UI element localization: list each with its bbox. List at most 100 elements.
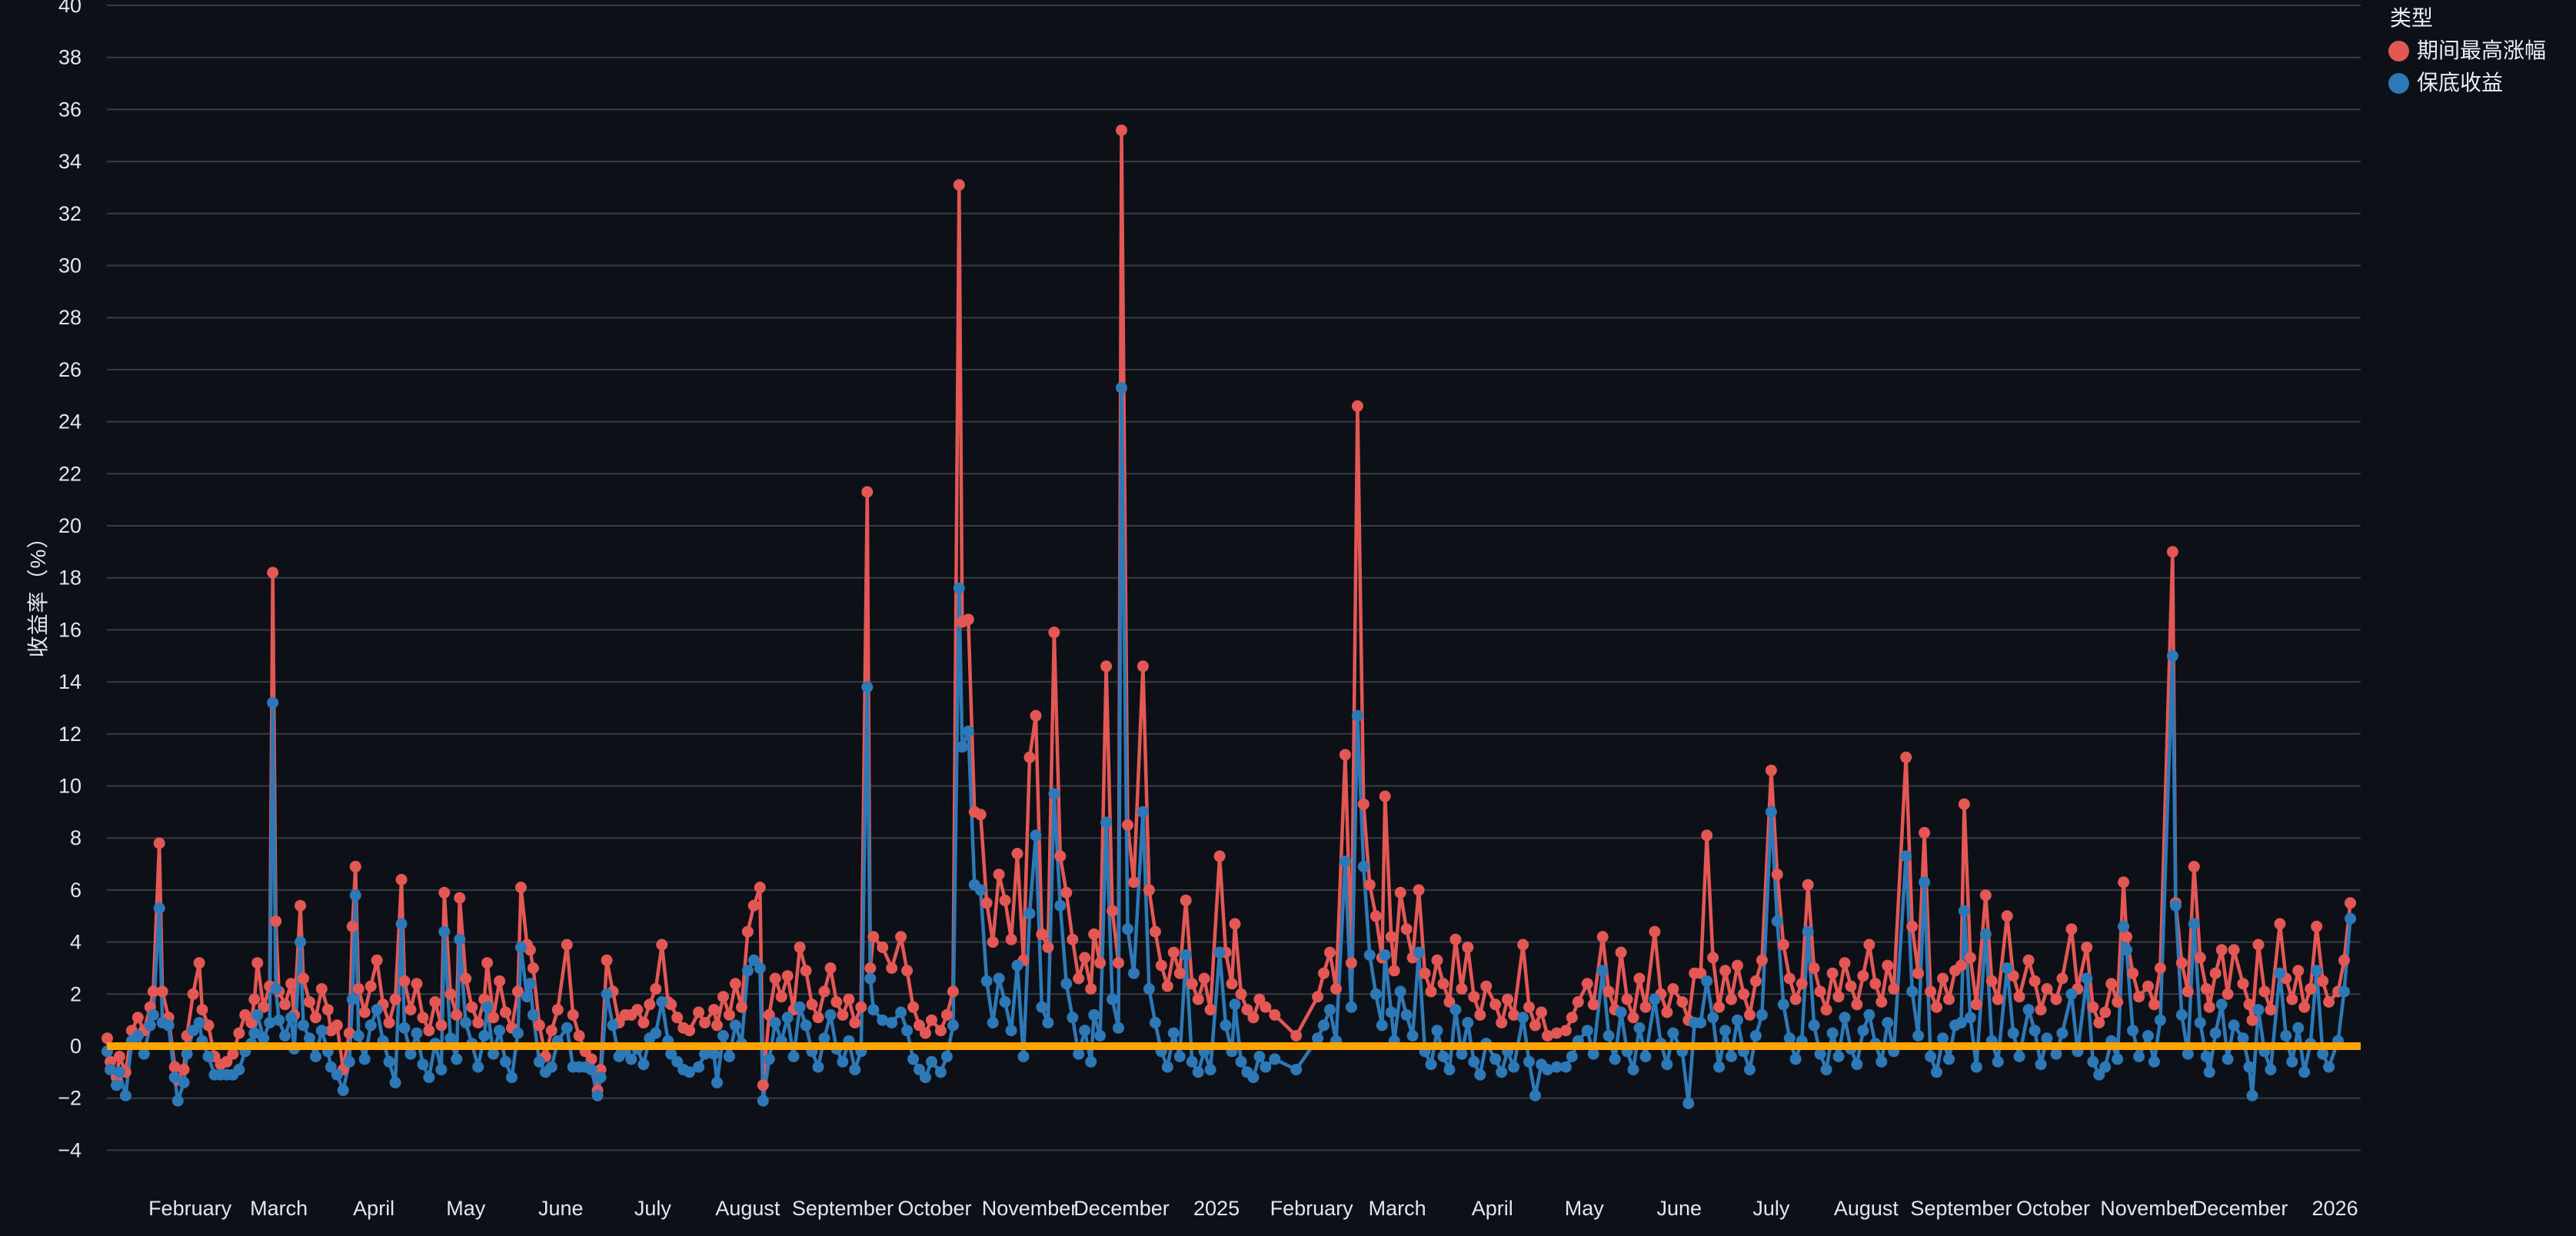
series-point-floor-return[interactable] [178,1076,190,1088]
series-point-max-gain[interactable] [2022,954,2035,966]
series-point-max-gain[interactable] [1241,1004,1253,1016]
series-point-floor-return[interactable] [1820,1064,1832,1075]
series-point-floor-return[interactable] [113,1066,125,1078]
series-point-floor-return[interactable] [1370,988,1382,1000]
series-point-floor-return[interactable] [472,1061,484,1073]
series-point-max-gain[interactable] [156,985,168,998]
series-point-max-gain[interactable] [693,1006,705,1018]
series-point-floor-return[interactable] [371,1004,383,1016]
series-point-max-gain[interactable] [1122,819,1133,831]
series-point-max-gain[interactable] [196,1004,208,1016]
series-point-floor-return[interactable] [993,972,1005,985]
series-point-max-gain[interactable] [2093,1017,2105,1028]
series-point-floor-return[interactable] [2022,1004,2035,1016]
series-point-floor-return[interactable] [1312,1032,1324,1045]
series-point-floor-return[interactable] [1609,1053,1621,1065]
series-point-max-gain[interactable] [573,1030,585,1042]
series-point-max-gain[interactable] [2133,991,2145,1003]
series-point-max-gain[interactable] [1814,985,1826,998]
series-point-floor-return[interactable] [1213,946,1226,959]
series-point-floor-return[interactable] [594,1072,607,1084]
series-point-max-gain[interactable] [1992,993,2004,1005]
series-point-max-gain[interactable] [1508,1008,1520,1021]
series-point-floor-return[interactable] [1937,1032,1949,1045]
series-point-max-gain[interactable] [411,978,423,990]
series-point-floor-return[interactable] [1413,946,1425,959]
series-point-max-gain[interactable] [1802,879,1814,891]
series-point-floor-return[interactable] [1596,965,1609,977]
series-point-floor-return[interactable] [953,582,965,594]
series-point-max-gain[interactable] [500,1006,511,1018]
series-point-floor-return[interactable] [2215,998,2228,1011]
series-point-floor-return[interactable] [2286,1055,2298,1068]
series-point-floor-return[interactable] [264,1017,276,1028]
series-point-floor-return[interactable] [693,1061,705,1073]
series-point-floor-return[interactable] [1566,1051,1578,1062]
series-point-floor-return[interactable] [895,1006,907,1018]
series-point-max-gain[interactable] [1067,933,1079,945]
series-point-max-gain[interactable] [1468,991,1480,1003]
series-point-max-gain[interactable] [754,882,766,893]
series-point-max-gain[interactable] [1695,967,1707,979]
series-point-max-gain[interactable] [444,988,457,1000]
series-point-max-gain[interactable] [2200,983,2212,995]
series-point-max-gain[interactable] [1229,918,1241,930]
series-point-max-gain[interactable] [1559,1025,1572,1037]
series-point-floor-return[interactable] [812,1061,824,1073]
series-point-max-gain[interactable] [1079,952,1091,964]
series-point-floor-return[interactable] [2252,1004,2265,1016]
series-point-max-gain[interactable] [2188,860,2200,872]
series-point-floor-return[interactable] [545,1061,557,1073]
series-point-max-gain[interactable] [1173,967,1186,979]
series-point-max-gain[interactable] [298,972,309,985]
series-point-floor-return[interactable] [1857,1025,1869,1037]
series-point-floor-return[interactable] [1719,1025,1732,1037]
series-point-floor-return[interactable] [1036,1001,1048,1013]
series-point-floor-return[interactable] [460,1017,472,1028]
series-point-floor-return[interactable] [1633,1022,1646,1034]
series-point-max-gain[interactable] [637,1017,650,1028]
series-point-floor-return[interactable] [138,1048,150,1060]
series-point-floor-return[interactable] [747,954,760,966]
series-point-floor-return[interactable] [1173,1051,1186,1062]
series-point-floor-return[interactable] [1992,1055,2004,1068]
series-point-max-gain[interactable] [837,1008,849,1021]
series-point-floor-return[interactable] [1882,1017,1894,1028]
series-point-floor-return[interactable] [270,983,282,995]
series-point-floor-return[interactable] [304,1032,315,1045]
series-point-floor-return[interactable] [671,1055,684,1068]
series-point-floor-return[interactable] [974,884,987,896]
series-point-max-gain[interactable] [1137,660,1149,673]
series-point-max-gain[interactable] [1661,1006,1673,1018]
series-point-max-gain[interactable] [1425,985,1437,998]
series-point-floor-return[interactable] [1726,1051,1737,1062]
series-point-max-gain[interactable] [1339,749,1351,761]
series-point-max-gain[interactable] [343,1027,355,1039]
series-point-max-gain[interactable] [1789,993,1802,1005]
series-point-max-gain[interactable] [2050,993,2062,1005]
series-point-floor-return[interactable] [435,1064,448,1075]
series-point-floor-return[interactable] [1260,1061,1272,1073]
series-point-floor-return[interactable] [310,1051,321,1062]
series-point-floor-return[interactable] [111,1079,122,1091]
series-point-floor-return[interactable] [2001,962,2013,974]
series-point-max-gain[interactable] [1826,967,1839,979]
series-point-floor-return[interactable] [1732,1014,1743,1026]
series-point-floor-return[interactable] [423,1072,435,1084]
series-point-floor-return[interactable] [337,1085,349,1096]
series-point-max-gain[interactable] [864,962,877,974]
series-point-max-gain[interactable] [2166,546,2178,558]
series-point-floor-return[interactable] [1765,806,1777,818]
series-point-floor-return[interactable] [1116,382,1127,394]
series-point-max-gain[interactable] [395,873,408,885]
series-point-max-gain[interactable] [1054,850,1067,862]
series-point-floor-return[interactable] [607,1019,619,1032]
series-point-floor-return[interactable] [2007,1027,2019,1039]
series-point-max-gain[interactable] [1912,967,1925,979]
series-point-max-gain[interactable] [1765,764,1777,776]
series-point-max-gain[interactable] [404,1004,417,1016]
series-point-floor-return[interactable] [1345,1001,1357,1013]
series-point-floor-return[interactable] [818,1032,830,1045]
series-point-floor-return[interactable] [907,1053,920,1065]
series-point-floor-return[interactable] [515,941,527,953]
